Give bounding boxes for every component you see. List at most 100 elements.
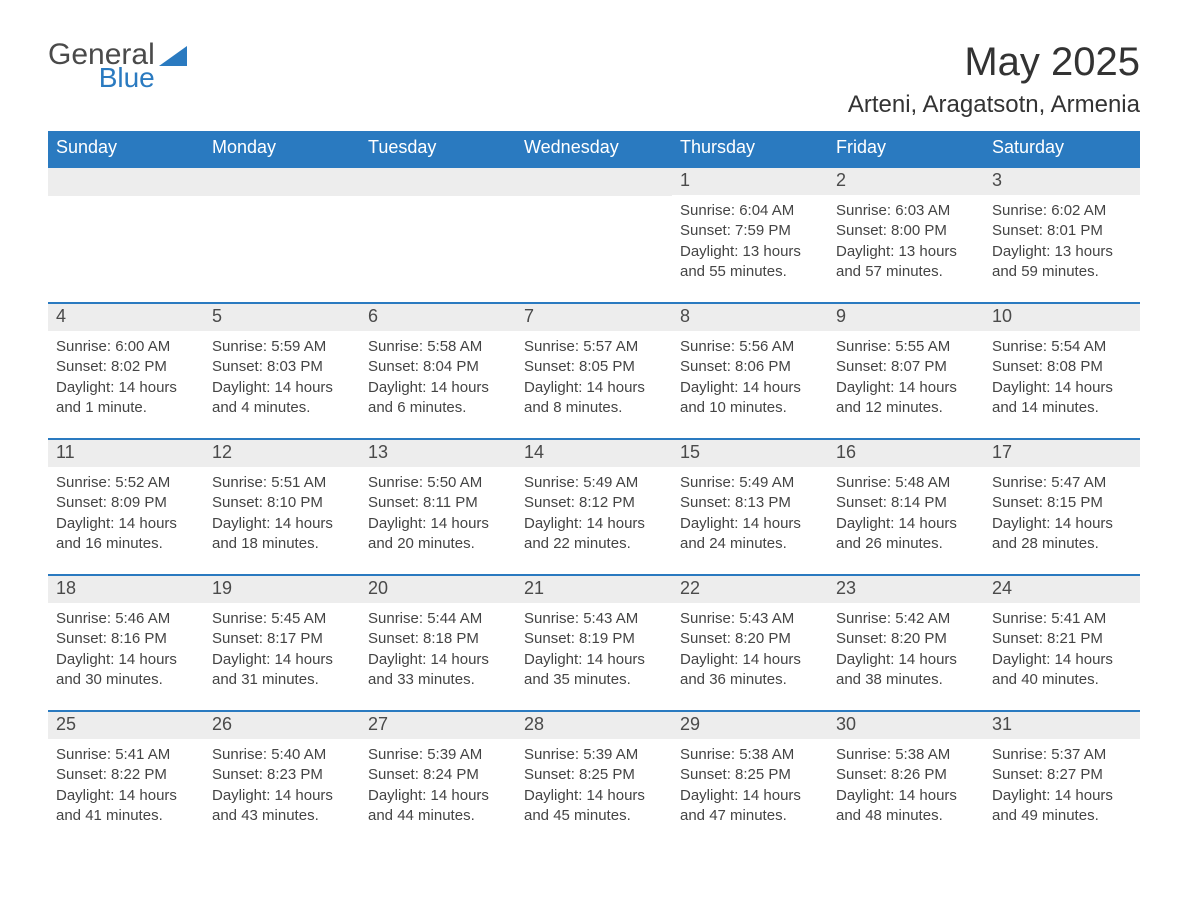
- day-body: Sunrise: 6:00 AMSunset: 8:02 PMDaylight:…: [48, 331, 204, 422]
- day-body: Sunrise: 5:38 AMSunset: 8:26 PMDaylight:…: [828, 739, 984, 830]
- day-cell: 25Sunrise: 5:41 AMSunset: 8:22 PMDayligh…: [48, 712, 204, 832]
- sunset-line: Sunset: 8:21 PM: [992, 629, 1132, 649]
- day-cell: 31Sunrise: 5:37 AMSunset: 8:27 PMDayligh…: [984, 712, 1140, 832]
- sunrise-line: Sunrise: 5:55 AM: [836, 337, 976, 357]
- day-body: Sunrise: 5:46 AMSunset: 8:16 PMDaylight:…: [48, 603, 204, 694]
- sunset-line: Sunset: 8:26 PM: [836, 765, 976, 785]
- day-number: 6: [360, 304, 516, 331]
- sunrise-line: Sunrise: 6:04 AM: [680, 201, 820, 221]
- day-body: Sunrise: 5:55 AMSunset: 8:07 PMDaylight:…: [828, 331, 984, 422]
- daylight-line-1: Daylight: 14 hours: [56, 650, 196, 670]
- day-number: 30: [828, 712, 984, 739]
- daylight-line-2: and 12 minutes.: [836, 398, 976, 418]
- day-number: 31: [984, 712, 1140, 739]
- calendar: SundayMondayTuesdayWednesdayThursdayFrid…: [48, 131, 1140, 832]
- sunrise-line: Sunrise: 5:39 AM: [368, 745, 508, 765]
- week-row: 18Sunrise: 5:46 AMSunset: 8:16 PMDayligh…: [48, 574, 1140, 696]
- header: General Blue May 2025 Arteni, Aragatsotn…: [48, 40, 1140, 119]
- day-cell: 11Sunrise: 5:52 AMSunset: 8:09 PMDayligh…: [48, 440, 204, 560]
- day-cell: 17Sunrise: 5:47 AMSunset: 8:15 PMDayligh…: [984, 440, 1140, 560]
- daylight-line-2: and 18 minutes.: [212, 534, 352, 554]
- day-number: 17: [984, 440, 1140, 467]
- sunset-line: Sunset: 8:16 PM: [56, 629, 196, 649]
- week-row: 4Sunrise: 6:00 AMSunset: 8:02 PMDaylight…: [48, 302, 1140, 424]
- daylight-line-1: Daylight: 14 hours: [680, 650, 820, 670]
- day-number: 26: [204, 712, 360, 739]
- week-row: 1Sunrise: 6:04 AMSunset: 7:59 PMDaylight…: [48, 166, 1140, 288]
- sunset-line: Sunset: 8:06 PM: [680, 357, 820, 377]
- daylight-line-1: Daylight: 14 hours: [836, 650, 976, 670]
- day-cell: 4Sunrise: 6:00 AMSunset: 8:02 PMDaylight…: [48, 304, 204, 424]
- sunset-line: Sunset: 8:27 PM: [992, 765, 1132, 785]
- day-body: Sunrise: 5:47 AMSunset: 8:15 PMDaylight:…: [984, 467, 1140, 558]
- sunset-line: Sunset: 8:25 PM: [524, 765, 664, 785]
- sunrise-line: Sunrise: 5:50 AM: [368, 473, 508, 493]
- day-cell: 5Sunrise: 5:59 AMSunset: 8:03 PMDaylight…: [204, 304, 360, 424]
- day-body: Sunrise: 5:37 AMSunset: 8:27 PMDaylight:…: [984, 739, 1140, 830]
- day-number: 15: [672, 440, 828, 467]
- sunrise-line: Sunrise: 5:38 AM: [680, 745, 820, 765]
- sunrise-line: Sunrise: 5:43 AM: [680, 609, 820, 629]
- day-number: 16: [828, 440, 984, 467]
- day-body: Sunrise: 5:56 AMSunset: 8:06 PMDaylight:…: [672, 331, 828, 422]
- day-cell: 29Sunrise: 5:38 AMSunset: 8:25 PMDayligh…: [672, 712, 828, 832]
- daylight-line-1: Daylight: 14 hours: [524, 786, 664, 806]
- sunset-line: Sunset: 8:18 PM: [368, 629, 508, 649]
- sunrise-line: Sunrise: 5:43 AM: [524, 609, 664, 629]
- day-number: 27: [360, 712, 516, 739]
- sunrise-line: Sunrise: 5:49 AM: [524, 473, 664, 493]
- day-body: Sunrise: 5:49 AMSunset: 8:12 PMDaylight:…: [516, 467, 672, 558]
- daylight-line-2: and 16 minutes.: [56, 534, 196, 554]
- sunset-line: Sunset: 8:23 PM: [212, 765, 352, 785]
- sunrise-line: Sunrise: 5:39 AM: [524, 745, 664, 765]
- day-cell: 27Sunrise: 5:39 AMSunset: 8:24 PMDayligh…: [360, 712, 516, 832]
- daylight-line-1: Daylight: 14 hours: [836, 378, 976, 398]
- sunset-line: Sunset: 8:13 PM: [680, 493, 820, 513]
- daylight-line-2: and 44 minutes.: [368, 806, 508, 826]
- sunrise-line: Sunrise: 5:51 AM: [212, 473, 352, 493]
- daylight-line-2: and 48 minutes.: [836, 806, 976, 826]
- daylight-line-2: and 55 minutes.: [680, 262, 820, 282]
- day-number: 2: [828, 168, 984, 195]
- sunset-line: Sunset: 8:19 PM: [524, 629, 664, 649]
- sunrise-line: Sunrise: 6:00 AM: [56, 337, 196, 357]
- daylight-line-2: and 41 minutes.: [56, 806, 196, 826]
- day-body: Sunrise: 5:49 AMSunset: 8:13 PMDaylight:…: [672, 467, 828, 558]
- sunset-line: Sunset: 8:07 PM: [836, 357, 976, 377]
- daylight-line-2: and 40 minutes.: [992, 670, 1132, 690]
- sunset-line: Sunset: 8:25 PM: [680, 765, 820, 785]
- day-cell: 9Sunrise: 5:55 AMSunset: 8:07 PMDaylight…: [828, 304, 984, 424]
- daylight-line-1: Daylight: 14 hours: [212, 378, 352, 398]
- day-cell: 21Sunrise: 5:43 AMSunset: 8:19 PMDayligh…: [516, 576, 672, 696]
- daylight-line-2: and 26 minutes.: [836, 534, 976, 554]
- day-body: Sunrise: 5:52 AMSunset: 8:09 PMDaylight:…: [48, 467, 204, 558]
- weekday-header: Saturday: [984, 131, 1140, 166]
- day-body: Sunrise: 5:45 AMSunset: 8:17 PMDaylight:…: [204, 603, 360, 694]
- daylight-line-1: Daylight: 14 hours: [992, 514, 1132, 534]
- week-row: 11Sunrise: 5:52 AMSunset: 8:09 PMDayligh…: [48, 438, 1140, 560]
- sunrise-line: Sunrise: 5:59 AM: [212, 337, 352, 357]
- daylight-line-1: Daylight: 14 hours: [992, 378, 1132, 398]
- empty-day-header: [360, 168, 516, 196]
- daylight-line-1: Daylight: 14 hours: [212, 514, 352, 534]
- daylight-line-1: Daylight: 14 hours: [368, 650, 508, 670]
- day-number: 29: [672, 712, 828, 739]
- title-block: May 2025 Arteni, Aragatsotn, Armenia: [848, 40, 1140, 119]
- sunrise-line: Sunrise: 6:02 AM: [992, 201, 1132, 221]
- daylight-line-1: Daylight: 14 hours: [680, 786, 820, 806]
- day-number: 22: [672, 576, 828, 603]
- daylight-line-2: and 35 minutes.: [524, 670, 664, 690]
- empty-day-header: [516, 168, 672, 196]
- sunrise-line: Sunrise: 5:46 AM: [56, 609, 196, 629]
- empty-day-header: [204, 168, 360, 196]
- sunrise-line: Sunrise: 5:45 AM: [212, 609, 352, 629]
- day-body: Sunrise: 5:38 AMSunset: 8:25 PMDaylight:…: [672, 739, 828, 830]
- daylight-line-2: and 57 minutes.: [836, 262, 976, 282]
- day-number: 9: [828, 304, 984, 331]
- sunrise-line: Sunrise: 6:03 AM: [836, 201, 976, 221]
- day-cell: 6Sunrise: 5:58 AMSunset: 8:04 PMDaylight…: [360, 304, 516, 424]
- day-number: 12: [204, 440, 360, 467]
- day-cell: 7Sunrise: 5:57 AMSunset: 8:05 PMDaylight…: [516, 304, 672, 424]
- daylight-line-2: and 36 minutes.: [680, 670, 820, 690]
- sunset-line: Sunset: 8:11 PM: [368, 493, 508, 513]
